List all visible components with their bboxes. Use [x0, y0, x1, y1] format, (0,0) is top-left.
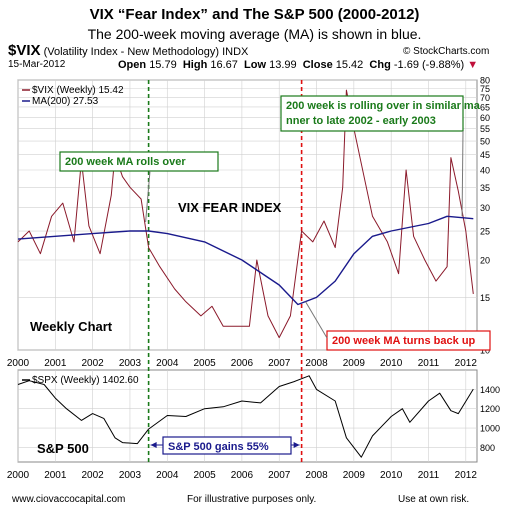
vix-x-tick-label: 2000 [7, 358, 30, 369]
symbol-description: (Volatility Index - New Methodology) IND… [43, 46, 249, 58]
vix-x-tick-label: 2001 [44, 358, 67, 369]
chg-label: Chg [369, 59, 391, 71]
vix-y-tick-label: 20 [480, 256, 490, 266]
vix-x-tick-label: 2006 [231, 358, 254, 369]
close-label: Close [302, 59, 333, 71]
vix-x-tick-label: 2011 [418, 358, 440, 369]
ma-legend-label: MA(200) 27.53 [32, 96, 99, 107]
symbol-header: $VIX (Volatility Index - New Methodology… [8, 42, 248, 59]
spx-x-tick-label: 2011 [418, 470, 440, 481]
vix-x-tick-label: 2012 [455, 358, 478, 369]
vix-y-tick-label: 55 [480, 124, 490, 134]
spx-x-tick-label: 2000 [7, 470, 30, 481]
quote-date: 15-Mar-2012 [8, 59, 66, 70]
rolling-over-annotation-box [280, 95, 464, 132]
chg-value: -1.69 (-9.88%) [393, 59, 465, 71]
spx-legend-label: $SPX (Weekly) 1402.60 [32, 375, 139, 386]
spx-y-tick-label: 1000 [480, 424, 500, 434]
vix-y-tick-label: 65 [480, 102, 490, 112]
vix-y-tick-label: 35 [480, 183, 490, 193]
spx-panel-label: S&P 500 [37, 441, 89, 456]
spx-x-tick-label: 2010 [380, 470, 403, 481]
spx-y-tick-label: 1200 [480, 404, 500, 414]
spx-price-line [17, 375, 474, 458]
vix-ma200-line [17, 215, 474, 306]
vix-y-tick-label: 70 [480, 93, 490, 103]
vix-x-tick-label: 2010 [380, 358, 403, 369]
symbol-name: $VIX [8, 42, 41, 59]
vix-x-tick-label: 2002 [82, 358, 105, 369]
weekly-chart-label: Weekly Chart [30, 319, 113, 334]
vix-y-tick-label: 25 [480, 227, 490, 237]
spx-x-tick-label: 2012 [455, 470, 478, 481]
spx-x-tick-label: 2002 [82, 470, 105, 481]
ma-turns-up-annotation-text: 200 week MA turns back up [332, 335, 476, 347]
vix-x-tick-label: 2008 [305, 358, 328, 369]
close-value: 15.42 [335, 59, 364, 71]
ma-rolls-over-arrow [145, 170, 151, 223]
rolling-over-annotation-text: nner to late 2002 - early 2003 [286, 115, 436, 127]
vix-x-tick-label: 2005 [193, 358, 216, 369]
ma-rolls-over-annotation-box [59, 151, 219, 172]
vix-y-tick-label: 80 [480, 76, 490, 86]
spx-y-tick-label: 800 [480, 443, 495, 453]
vix-y-tick-label: 30 [480, 203, 490, 213]
rolling-over-annotation-text: 200 week is rolling over in similar ma [286, 100, 481, 112]
spx-x-tick-label: 2008 [305, 470, 328, 481]
stockcharts-credit: © StockCharts.com [403, 46, 490, 57]
spx-x-tick-label: 2004 [156, 470, 179, 481]
spx-y-tick-label: 1400 [480, 385, 500, 395]
spx-x-tick-label: 2009 [343, 470, 366, 481]
quote-bar: Open 15.79 High 16.67 Low 13.99 Close 15… [118, 59, 478, 71]
vix-x-tick-label: 2003 [119, 358, 142, 369]
rolling-over-arrow [461, 130, 464, 217]
vix-y-tick-label: 40 [480, 166, 490, 176]
down-arrow-icon: ▼ [467, 59, 479, 71]
vix-x-tick-label: 2009 [343, 358, 366, 369]
vix-legend-label: $VIX (Weekly) 15.42 [32, 85, 124, 96]
footer-website[interactable]: www.ciovaccocapital.com [12, 494, 126, 505]
vix-price-line [17, 89, 474, 339]
high-value: 16.67 [210, 59, 238, 71]
vix-fear-index-label: VIX FEAR INDEX [178, 200, 282, 215]
spx-gains-arrowhead-right [293, 442, 300, 448]
chart-subtitle: The 200-week moving average (MA) is show… [87, 26, 422, 42]
vix-x-tick-label: 2007 [268, 358, 291, 369]
footer-risk: Use at own risk. [398, 494, 470, 505]
low-value: 13.99 [269, 59, 297, 71]
vix-y-tick-label: 60 [480, 113, 490, 123]
spx-x-tick-label: 2003 [119, 470, 142, 481]
spx-x-tick-label: 2005 [193, 470, 216, 481]
footer-disclaimer: For illustrative purposes only. [187, 494, 317, 505]
low-label: Low [244, 59, 267, 71]
vix-y-tick-label: 75 [480, 84, 490, 94]
spx-x-tick-label: 2007 [268, 470, 291, 481]
high-label: High [182, 59, 208, 71]
vix-y-tick-label: 50 [480, 137, 490, 147]
vix-y-tick-label: 45 [480, 150, 490, 160]
open-label: Open [118, 59, 147, 71]
spx-x-tick-label: 2001 [44, 470, 67, 481]
ma-turns-up-arrow [305, 301, 328, 339]
spx-x-tick-label: 2006 [231, 470, 254, 481]
ma-turns-up-annotation-box [326, 330, 491, 351]
ma-rolls-over-annotation-text: 200 week MA rolls over [65, 156, 186, 168]
spx-gains-annotation-text: S&P 500 gains 55% [168, 441, 269, 453]
vix-y-tick-label: 15 [480, 293, 490, 303]
chart-title: VIX “Fear Index” and The S&P 500 (2000-2… [89, 6, 420, 23]
vix-x-tick-label: 2004 [156, 358, 179, 369]
spx-gains-arrowhead-left [150, 442, 157, 448]
open-value: 15.79 [149, 59, 177, 71]
